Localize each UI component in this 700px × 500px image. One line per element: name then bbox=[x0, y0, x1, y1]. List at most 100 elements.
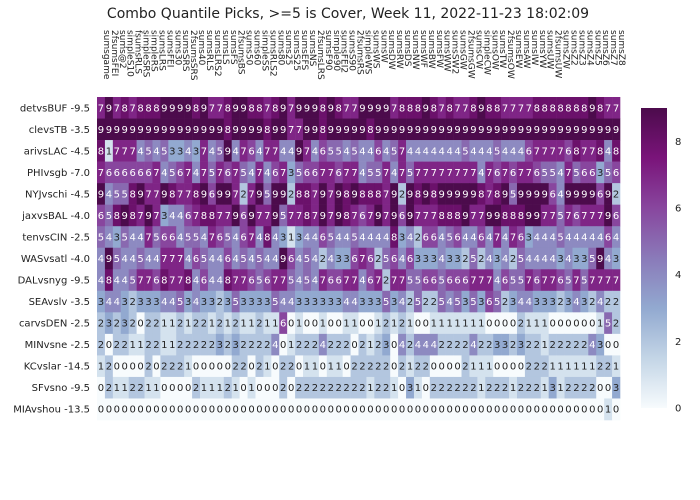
cell-value: 9 bbox=[304, 103, 310, 114]
cell-value: 5 bbox=[439, 276, 445, 287]
heatmap-cell bbox=[366, 204, 375, 227]
heatmap-cell bbox=[350, 183, 359, 205]
cell-value: 0 bbox=[122, 405, 128, 416]
cell-value: 7 bbox=[185, 189, 191, 200]
heatmap-cell bbox=[136, 290, 145, 313]
cell-value: 8 bbox=[359, 189, 365, 200]
cell-value: 9 bbox=[240, 103, 246, 114]
cell-value: 8 bbox=[494, 189, 500, 200]
cell-value: 6 bbox=[549, 189, 555, 200]
cell-value: 3 bbox=[240, 297, 246, 308]
cell-value: 0 bbox=[328, 319, 334, 330]
cell-value: 0 bbox=[272, 383, 278, 394]
cell-value: 0 bbox=[225, 362, 231, 373]
heatmap-cell bbox=[255, 161, 264, 184]
heatmap-cell bbox=[366, 247, 375, 270]
heatmap-cell bbox=[136, 333, 145, 356]
heatmap-cell bbox=[128, 118, 137, 141]
cell-value: 0 bbox=[280, 340, 286, 351]
heatmap-cell bbox=[421, 290, 431, 313]
heatmap-cell bbox=[136, 376, 145, 399]
heatmap-cell bbox=[548, 269, 557, 292]
cell-value: 9 bbox=[280, 254, 286, 265]
heatmap-cell bbox=[318, 355, 328, 378]
cell-value: 7 bbox=[169, 276, 175, 287]
heatmap-cell bbox=[477, 247, 486, 270]
row-label: arivsLAC -4.5 bbox=[24, 146, 90, 157]
heatmap-cell bbox=[493, 204, 502, 227]
heatmap-cell bbox=[231, 333, 240, 356]
heatmap-cell bbox=[516, 376, 526, 399]
heatmap-cell bbox=[437, 333, 446, 356]
cell-value: 0 bbox=[431, 362, 437, 373]
heatmap-cell bbox=[295, 355, 304, 378]
heatmap-cell bbox=[263, 140, 272, 162]
cell-value: 2 bbox=[328, 340, 334, 351]
cell-value: 5 bbox=[565, 276, 571, 287]
cell-value: 7 bbox=[454, 168, 460, 179]
cell-value: 4 bbox=[549, 232, 555, 243]
heatmap-cell bbox=[295, 118, 304, 141]
heatmap-cell bbox=[572, 226, 581, 249]
column-label: sumsCW bbox=[473, 30, 483, 69]
cell-value: 4 bbox=[98, 276, 104, 287]
cell-value: 0 bbox=[106, 405, 112, 416]
cell-value: 5 bbox=[296, 168, 302, 179]
heatmap-cell bbox=[382, 226, 391, 249]
cell-value: 0 bbox=[177, 405, 183, 416]
cell-value: 7 bbox=[169, 254, 175, 265]
cell-value: 0 bbox=[423, 319, 429, 330]
cell-value: 9 bbox=[605, 125, 611, 136]
heatmap-cell bbox=[548, 97, 557, 119]
column-label: simpleSS bbox=[259, 30, 269, 71]
column-label: sumsNS bbox=[307, 30, 317, 67]
heatmap-cell bbox=[509, 290, 518, 313]
heatmap-cell bbox=[501, 118, 510, 141]
heatmap-cell bbox=[144, 312, 153, 335]
heatmap-cell bbox=[120, 140, 129, 162]
heatmap-cell bbox=[445, 97, 454, 119]
heatmap-cell bbox=[532, 333, 542, 356]
heatmap-cell bbox=[160, 333, 169, 356]
cell-value: 3 bbox=[343, 254, 349, 265]
cell-value: 4 bbox=[312, 276, 318, 287]
cell-value: 8 bbox=[169, 189, 175, 200]
cell-value: 4 bbox=[272, 254, 278, 265]
cell-value: 5 bbox=[280, 211, 286, 222]
heatmap-cell bbox=[413, 161, 423, 184]
heatmap-cell bbox=[421, 312, 431, 335]
cell-value: 8 bbox=[446, 103, 452, 114]
heatmap-cell bbox=[112, 97, 122, 119]
heatmap-cell bbox=[421, 333, 431, 356]
heatmap-cell bbox=[271, 97, 280, 119]
heatmap-cell bbox=[271, 290, 280, 313]
heatmap-cell bbox=[382, 247, 391, 270]
heatmap-cell bbox=[453, 140, 462, 162]
column-label: sums30 bbox=[172, 30, 182, 66]
cell-value: 1 bbox=[454, 319, 460, 330]
cell-value: 1 bbox=[542, 340, 548, 351]
cell-value: 0 bbox=[336, 319, 342, 330]
cell-value: 4 bbox=[407, 232, 413, 243]
cell-value: 7 bbox=[597, 211, 603, 222]
cell-value: 9 bbox=[320, 189, 326, 200]
heatmap-cell bbox=[223, 398, 233, 421]
heatmap-cell bbox=[429, 140, 439, 162]
cell-value: 6 bbox=[526, 146, 532, 157]
cell-value: 4 bbox=[367, 146, 373, 157]
heatmap-cell bbox=[604, 355, 613, 378]
heatmap-cell bbox=[128, 247, 137, 270]
heatmap-cell bbox=[413, 269, 423, 292]
cell-value: 6 bbox=[423, 232, 429, 243]
cell-value: 0 bbox=[280, 405, 286, 416]
heatmap-cell bbox=[493, 376, 502, 399]
heatmap-cell bbox=[112, 183, 122, 205]
heatmap-cell bbox=[421, 355, 431, 378]
heatmap-cell bbox=[406, 398, 415, 421]
heatmap-cell bbox=[485, 204, 494, 227]
heatmap-cell bbox=[358, 97, 367, 119]
cell-value: 2 bbox=[336, 340, 342, 351]
cell-value: 1 bbox=[185, 319, 191, 330]
cell-value: 2 bbox=[351, 362, 357, 373]
heatmap-cell bbox=[136, 247, 145, 270]
